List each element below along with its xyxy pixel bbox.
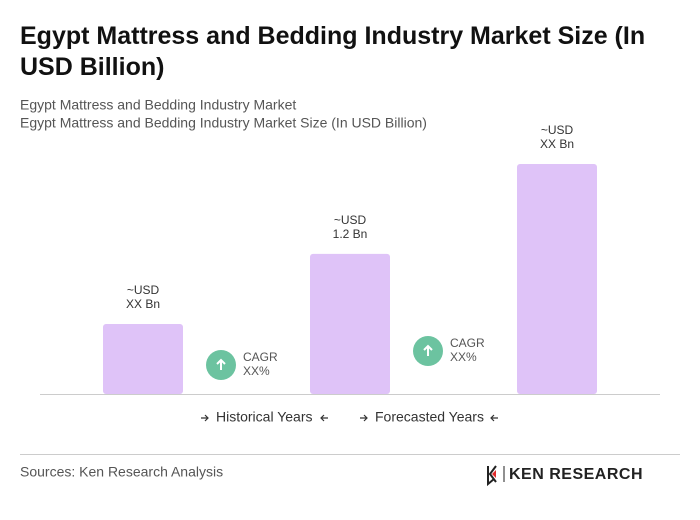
data-label: 1.2 Bn xyxy=(333,227,368,241)
logo-accent xyxy=(492,470,496,478)
data-label: ~USD xyxy=(541,123,574,137)
source: Sources: Ken Research Analysis xyxy=(20,464,223,480)
logo-text: KEN RESEARCH xyxy=(509,466,643,483)
chart-title: Egypt Mattress and Bedding Industry Mark… xyxy=(20,22,645,50)
subtitle: Egypt Mattress and Bedding Industry Mark… xyxy=(20,97,296,113)
data-label: XX Bn xyxy=(126,297,160,311)
legend-label: Forecasted Years xyxy=(375,409,484,425)
data-label: ~USD xyxy=(127,283,160,297)
logo-icon xyxy=(487,465,505,487)
cagr-label: XX% xyxy=(243,364,270,378)
subtitle: Egypt Mattress and Bedding Industry Mark… xyxy=(20,115,427,131)
cagr-label: CAGR xyxy=(243,350,278,364)
legend-arrows xyxy=(201,414,498,422)
cagr-arrow xyxy=(216,358,226,370)
cagr-arrow xyxy=(423,344,433,356)
cagr-label: CAGR xyxy=(450,336,485,350)
legend-label: Historical Years xyxy=(216,409,313,425)
data-label: XX Bn xyxy=(540,137,574,151)
chart-title: USD Billion) xyxy=(20,53,164,81)
bar xyxy=(517,164,597,394)
cagr-label: XX% xyxy=(450,350,477,364)
bar xyxy=(310,253,390,394)
bar xyxy=(103,323,183,394)
data-label: ~USD xyxy=(334,213,367,227)
